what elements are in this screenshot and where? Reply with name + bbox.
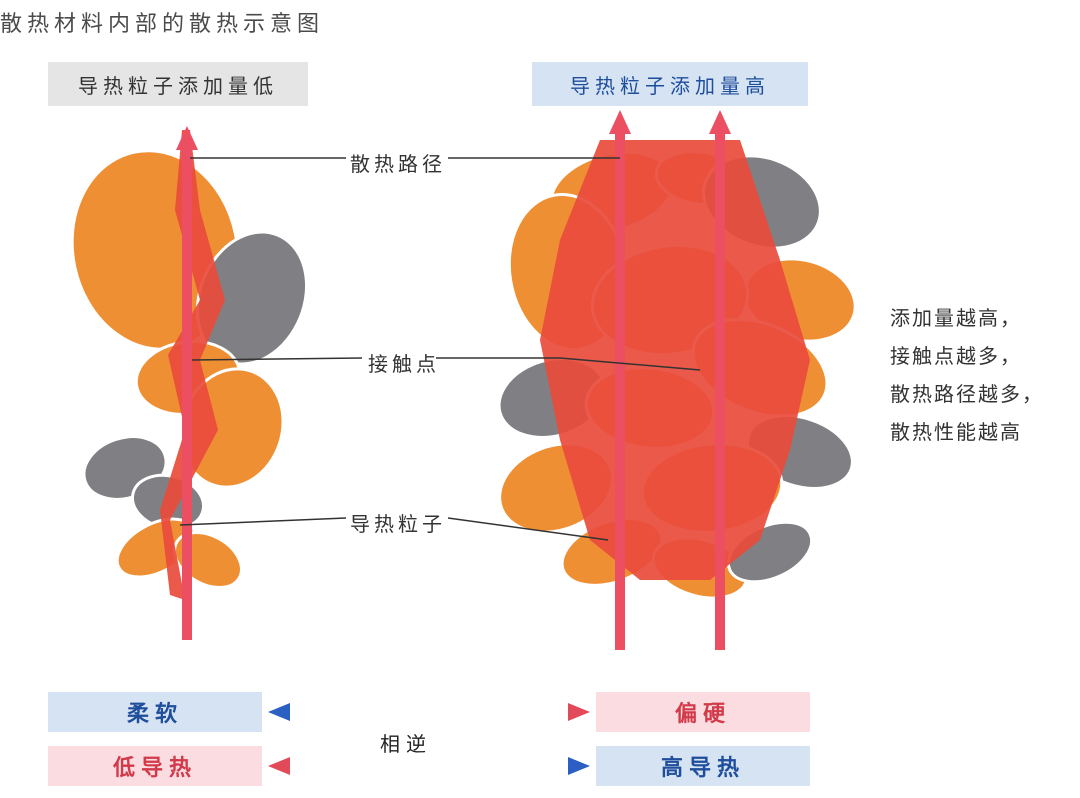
label-contact-point: 接触点 [368, 348, 440, 377]
description-line: 散热路径越多， [890, 376, 1044, 414]
description-block: 添加量越高，接触点越多，散热路径越多，散热性能越高 [890, 300, 1044, 452]
label-inverse: 相逆 [380, 728, 432, 757]
header-box-low: 导热粒子添加量低 [48, 62, 308, 106]
property-row-conductivity-right: 高导热 [596, 746, 810, 786]
property-row-conductivity-left: 低导热 [48, 746, 262, 786]
arrow-head-left-icon [268, 703, 290, 721]
description-line: 添加量越高， [890, 300, 1044, 338]
property-row-hardness-left: 柔软 [48, 692, 262, 732]
heat-arrow-head-icon [609, 110, 631, 134]
description-line: 散热性能越高 [890, 414, 1044, 452]
heat-arrow-head-icon [176, 126, 198, 150]
diagram-title: 散热材料内部的散热示意图 [0, 6, 324, 38]
diagram-root: 散热材料内部的散热示意图导热粒子添加量低 导热粒子添加量高散热路径接触点导热粒子 添… [0, 0, 1080, 798]
header-box-high: 导热粒子添加量高 [532, 62, 808, 106]
heat-arrow-head-icon [709, 110, 731, 134]
arrow-head-right-icon [568, 757, 590, 775]
label-heat-path: 散热路径 [350, 148, 446, 177]
description-line: 接触点越多， [890, 338, 1044, 376]
arrow-head-right-icon [568, 703, 590, 721]
property-row-hardness-right: 偏硬 [596, 692, 810, 732]
leader-line [180, 518, 346, 525]
arrow-head-left-icon [268, 757, 290, 775]
label-thermal-particle: 导热粒子 [350, 508, 446, 537]
